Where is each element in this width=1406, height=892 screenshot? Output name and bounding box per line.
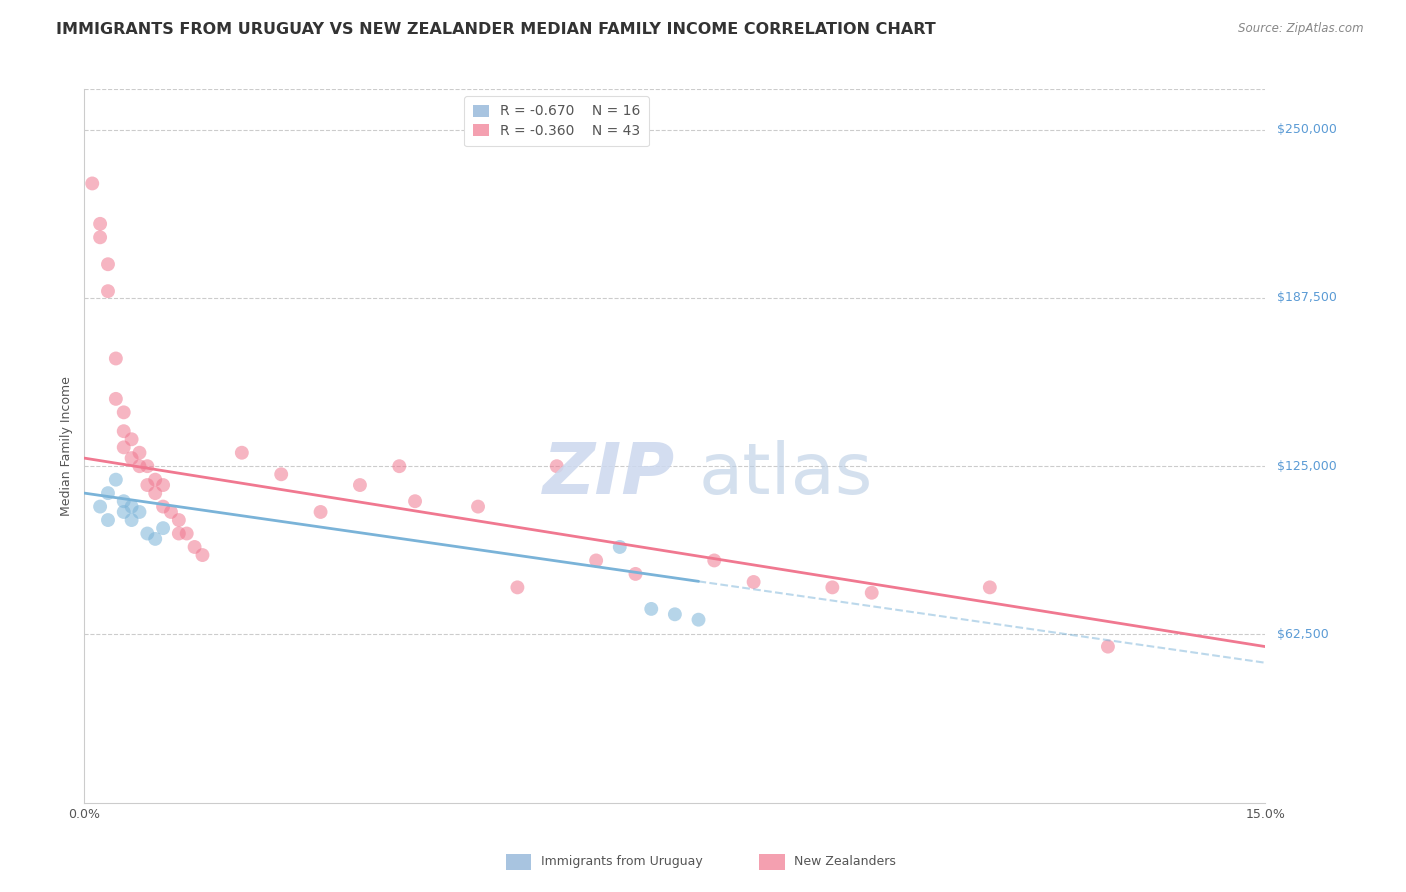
Point	[112, 494, 135, 508]
Text: $125,000: $125,000	[1277, 459, 1336, 473]
Point	[231, 446, 253, 460]
Point	[128, 459, 150, 474]
Point	[167, 513, 190, 527]
Point	[640, 602, 662, 616]
Point	[143, 473, 166, 487]
Text: New Zealanders: New Zealanders	[794, 855, 896, 868]
Point	[703, 553, 725, 567]
Point	[506, 580, 529, 594]
Point	[104, 351, 127, 366]
Point	[143, 532, 166, 546]
Point	[821, 580, 844, 594]
Point	[136, 478, 159, 492]
Point	[82, 177, 104, 191]
Point	[112, 424, 135, 438]
Point	[309, 505, 332, 519]
Point	[97, 513, 120, 527]
Text: $62,500: $62,500	[1277, 628, 1329, 641]
Point	[104, 473, 127, 487]
Point	[136, 526, 159, 541]
Point	[121, 513, 143, 527]
Point	[624, 566, 647, 581]
Text: $250,000: $250,000	[1277, 123, 1336, 136]
Point	[183, 540, 205, 554]
Point	[152, 500, 174, 514]
Point	[121, 451, 143, 466]
Point	[89, 217, 111, 231]
Point	[270, 467, 292, 482]
Point	[167, 526, 190, 541]
Point	[136, 459, 159, 474]
Text: atlas: atlas	[699, 440, 873, 509]
Point	[979, 580, 1001, 594]
Point	[89, 230, 111, 244]
Text: Source: ZipAtlas.com: Source: ZipAtlas.com	[1239, 22, 1364, 36]
Y-axis label: Median Family Income: Median Family Income	[59, 376, 73, 516]
Point	[664, 607, 686, 622]
Point	[104, 392, 127, 406]
Point	[467, 500, 489, 514]
Point	[404, 494, 426, 508]
Point	[128, 446, 150, 460]
Point	[143, 486, 166, 500]
Point	[97, 486, 120, 500]
Point	[112, 441, 135, 455]
Point	[89, 500, 111, 514]
Point	[388, 459, 411, 474]
Text: $187,500: $187,500	[1277, 292, 1336, 304]
Text: IMMIGRANTS FROM URUGUAY VS NEW ZEALANDER MEDIAN FAMILY INCOME CORRELATION CHART: IMMIGRANTS FROM URUGUAY VS NEW ZEALANDER…	[56, 22, 936, 37]
Point	[688, 613, 710, 627]
Text: ZIP: ZIP	[543, 440, 675, 509]
Point	[191, 548, 214, 562]
Point	[160, 505, 183, 519]
Point	[152, 521, 174, 535]
Point	[121, 432, 143, 446]
Point	[609, 540, 631, 554]
Point	[546, 459, 568, 474]
Point	[97, 257, 120, 271]
Text: Immigrants from Uruguay: Immigrants from Uruguay	[541, 855, 703, 868]
Legend: R = -0.670    N = 16, R = -0.360    N = 43: R = -0.670 N = 16, R = -0.360 N = 43	[464, 96, 650, 146]
Point	[585, 553, 607, 567]
Point	[112, 505, 135, 519]
Point	[176, 526, 198, 541]
Point	[1097, 640, 1119, 654]
Point	[121, 500, 143, 514]
Point	[97, 284, 120, 298]
Point	[349, 478, 371, 492]
Point	[112, 405, 135, 419]
Point	[742, 574, 765, 589]
Point	[152, 478, 174, 492]
Point	[128, 505, 150, 519]
Point	[860, 586, 883, 600]
